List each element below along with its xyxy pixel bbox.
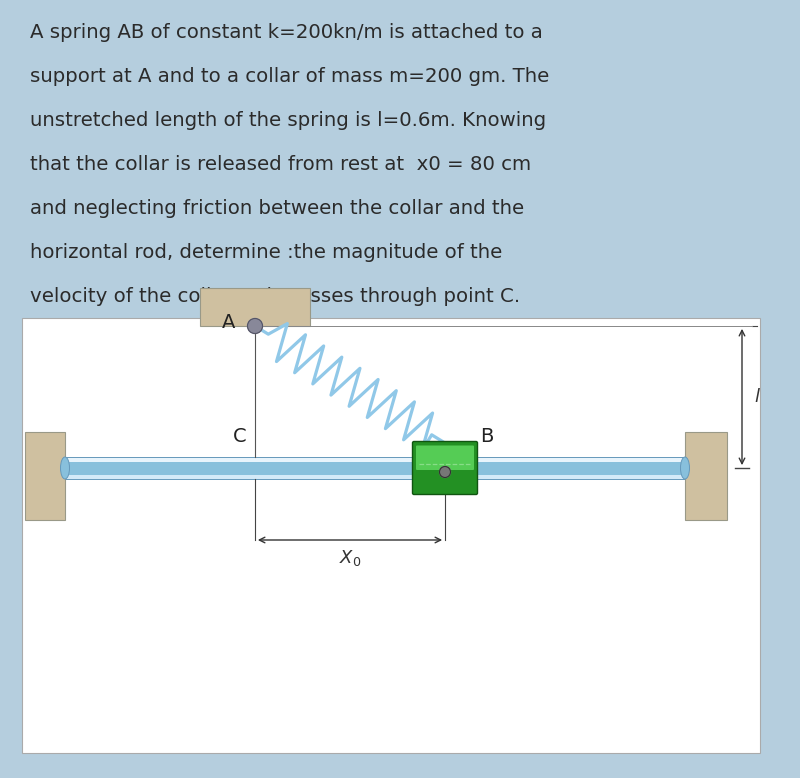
Text: A: A (222, 313, 235, 331)
Bar (65, 457, 685, 479)
Bar (65, 457, 685, 479)
Bar (200, 288, 310, 326)
Text: $l$: $l$ (754, 388, 761, 406)
Text: A spring AB of constant k=200kn/m is attached to a: A spring AB of constant k=200kn/m is att… (30, 23, 542, 42)
Circle shape (247, 318, 262, 334)
Text: support at A and to a collar of mass m=200 gm. The: support at A and to a collar of mass m=2… (30, 67, 550, 86)
Text: C: C (234, 427, 247, 446)
Text: unstretched length of the spring is l=0.6m. Knowing: unstretched length of the spring is l=0.… (30, 111, 546, 130)
Bar (685, 432, 727, 520)
Circle shape (439, 467, 450, 478)
FancyBboxPatch shape (416, 446, 474, 470)
Bar (65, 460, 685, 475)
Text: horizontal rod, determine :the magnitude of the: horizontal rod, determine :the magnitude… (30, 243, 502, 262)
FancyBboxPatch shape (413, 441, 478, 495)
Bar (25, 432, 65, 520)
Text: that the collar is released from rest at  x0 = 80 cm: that the collar is released from rest at… (30, 155, 531, 174)
Text: and neglecting friction between the collar and the: and neglecting friction between the coll… (30, 199, 524, 218)
Ellipse shape (681, 457, 690, 479)
Text: $X_0$: $X_0$ (339, 548, 361, 568)
Bar (65, 458, 685, 462)
Text: velocity of the collar as it passes through point C.: velocity of the collar as it passes thro… (30, 287, 520, 306)
Ellipse shape (61, 457, 70, 479)
Text: B: B (480, 427, 494, 446)
Bar (22, 318, 760, 753)
